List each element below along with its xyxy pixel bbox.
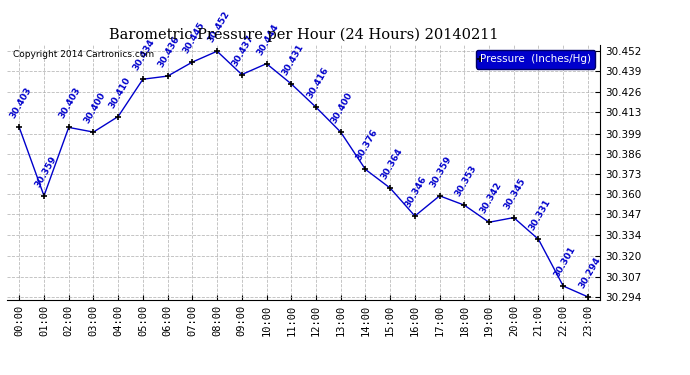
Pressure  (Inches/Hg) xyxy=(460,203,469,207)
Text: 30.400: 30.400 xyxy=(330,91,355,125)
Pressure  (Inches/Hg) xyxy=(312,105,320,110)
Text: 30.359: 30.359 xyxy=(33,154,58,189)
Text: 30.403: 30.403 xyxy=(57,86,83,120)
Pressure  (Inches/Hg) xyxy=(510,215,518,220)
Pressure  (Inches/Hg) xyxy=(15,125,23,130)
Pressure  (Inches/Hg) xyxy=(411,214,419,218)
Text: 30.294: 30.294 xyxy=(577,255,602,290)
Text: 30.416: 30.416 xyxy=(305,66,330,100)
Pressure  (Inches/Hg) xyxy=(40,194,48,198)
Text: 30.331: 30.331 xyxy=(527,198,553,232)
Pressure  (Inches/Hg) xyxy=(114,114,122,119)
Line: Pressure  (Inches/Hg): Pressure (Inches/Hg) xyxy=(16,48,591,300)
Pressure  (Inches/Hg) xyxy=(534,237,542,242)
Pressure  (Inches/Hg) xyxy=(65,125,73,130)
Pressure  (Inches/Hg) xyxy=(584,295,592,299)
Text: 30.444: 30.444 xyxy=(255,22,281,57)
Text: 30.376: 30.376 xyxy=(354,128,380,162)
Pressure  (Inches/Hg) xyxy=(559,284,567,288)
Pressure  (Inches/Hg) xyxy=(164,74,172,78)
Text: 30.342: 30.342 xyxy=(478,181,503,215)
Legend: Pressure  (Inches/Hg): Pressure (Inches/Hg) xyxy=(476,50,595,69)
Text: 30.359: 30.359 xyxy=(428,154,453,189)
Text: 30.434: 30.434 xyxy=(132,38,157,72)
Text: 30.364: 30.364 xyxy=(379,147,404,181)
Pressure  (Inches/Hg) xyxy=(139,77,147,81)
Text: 30.353: 30.353 xyxy=(453,164,478,198)
Text: Copyright 2014 Cartronics.com: Copyright 2014 Cartronics.com xyxy=(13,50,154,59)
Text: 30.345: 30.345 xyxy=(502,176,528,211)
Text: 30.452: 30.452 xyxy=(206,10,231,44)
Pressure  (Inches/Hg) xyxy=(213,49,221,54)
Pressure  (Inches/Hg) xyxy=(237,72,246,77)
Pressure  (Inches/Hg) xyxy=(262,62,270,66)
Text: 30.403: 30.403 xyxy=(8,86,33,120)
Pressure  (Inches/Hg) xyxy=(89,130,97,134)
Text: 30.400: 30.400 xyxy=(82,91,108,125)
Pressure  (Inches/Hg) xyxy=(337,130,345,134)
Text: 30.436: 30.436 xyxy=(157,34,181,69)
Pressure  (Inches/Hg) xyxy=(485,220,493,225)
Text: 30.410: 30.410 xyxy=(107,75,132,109)
Title: Barometric Pressure per Hour (24 Hours) 20140211: Barometric Pressure per Hour (24 Hours) … xyxy=(109,28,498,42)
Text: 30.437: 30.437 xyxy=(230,33,256,68)
Pressure  (Inches/Hg) xyxy=(188,60,197,64)
Pressure  (Inches/Hg) xyxy=(435,194,444,198)
Text: 30.346: 30.346 xyxy=(404,175,429,209)
Pressure  (Inches/Hg) xyxy=(287,82,295,86)
Pressure  (Inches/Hg) xyxy=(362,167,370,172)
Pressure  (Inches/Hg) xyxy=(386,186,394,190)
Text: 30.431: 30.431 xyxy=(280,42,305,77)
Text: 30.301: 30.301 xyxy=(552,245,577,279)
Text: 30.445: 30.445 xyxy=(181,21,206,55)
